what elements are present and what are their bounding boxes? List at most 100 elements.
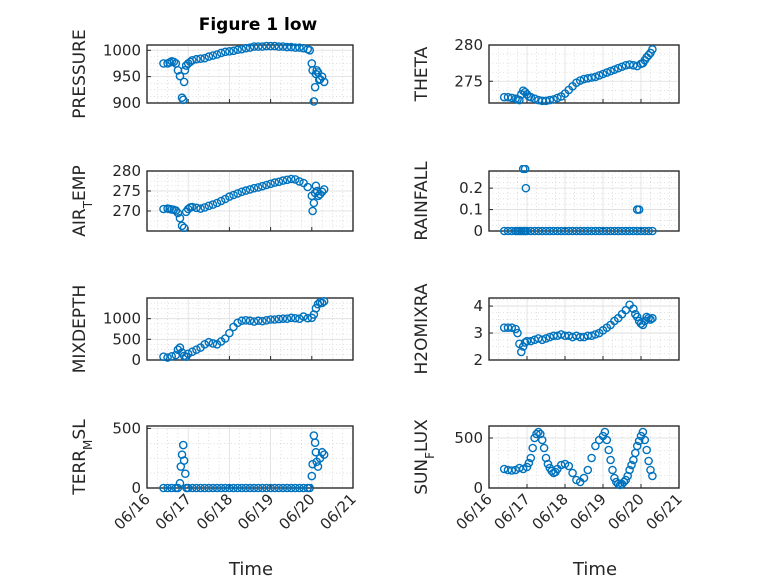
series-markers	[159, 297, 329, 362]
data-point	[591, 330, 600, 339]
subplot-grid: 900 950 1000 PRESSURE 275 280 THETA 270 275 280 AI…	[70, 29, 686, 533]
y-tick-label: 0	[473, 479, 483, 497]
y-tick-label: 0	[131, 351, 141, 369]
data-point	[613, 63, 623, 73]
data-point	[286, 483, 296, 493]
y-tick-label: 1000	[103, 41, 141, 59]
axes-box	[488, 170, 680, 232]
data-point	[169, 57, 179, 67]
data-point	[305, 483, 315, 493]
x-tick-label: 06/17	[491, 490, 534, 533]
data-point	[638, 320, 648, 330]
data-point	[225, 47, 234, 56]
data-point	[249, 483, 259, 493]
y-tick-label: 3	[473, 324, 483, 342]
data-point	[291, 483, 300, 493]
data-point	[610, 65, 619, 74]
data-point	[266, 179, 275, 189]
data-point	[282, 42, 292, 52]
data-point	[274, 177, 284, 187]
data-point	[539, 443, 549, 453]
data-point	[644, 50, 653, 60]
data-point	[216, 196, 226, 206]
data-point	[179, 77, 189, 87]
data-point	[537, 435, 547, 445]
axes-border	[488, 425, 680, 489]
x-tick-label: 06/17	[152, 490, 195, 533]
data-point	[317, 298, 327, 308]
data-point	[270, 178, 280, 187]
data-point	[253, 483, 263, 493]
axes-border	[488, 44, 680, 104]
data-point	[547, 466, 557, 476]
subplot-air: 270 275 280 AIRTEMP	[70, 162, 354, 237]
data-point	[286, 313, 296, 323]
data-point	[167, 483, 177, 493]
data-point	[196, 54, 205, 64]
data-point	[163, 353, 172, 362]
data-point	[295, 314, 304, 323]
data-point	[583, 465, 593, 475]
data-point	[610, 473, 619, 483]
data-point	[319, 297, 329, 306]
data-point	[270, 483, 280, 493]
data-point	[266, 483, 275, 493]
y-tick-label: 900	[112, 94, 141, 112]
data-point	[646, 465, 655, 475]
data-point	[200, 53, 209, 63]
y-axis-label: THETA	[412, 46, 432, 102]
x-tick-label: 06/18	[193, 490, 236, 533]
data-point	[266, 41, 275, 51]
data-point	[171, 206, 181, 215]
data-point	[270, 41, 280, 51]
series-markers	[159, 41, 329, 106]
y-axis-label: MIXDEPTH	[70, 285, 90, 374]
y-axis-label: RAINFALL	[412, 161, 432, 241]
data-point	[648, 45, 657, 54]
data-point	[310, 82, 320, 92]
data-point	[180, 66, 190, 75]
data-point	[159, 483, 168, 493]
x-tick-label: 06/21	[317, 490, 360, 533]
x-tick-label: 06/20	[605, 490, 648, 533]
data-point	[245, 185, 255, 194]
data-point	[295, 43, 304, 52]
data-point	[173, 483, 183, 493]
figure-title: Figure 1 low	[199, 15, 318, 35]
subplot-mixdepth: 0 500 1000 MIXDEPTH	[70, 285, 354, 374]
series-markers	[499, 300, 657, 357]
data-point	[286, 42, 296, 52]
data-point	[249, 183, 259, 193]
data-point	[220, 47, 230, 57]
series-markers	[499, 165, 657, 236]
y-tick-label: 280	[112, 162, 141, 180]
data-point	[587, 453, 596, 463]
data-point	[220, 334, 230, 343]
subplot-terr: 050006/1606/1706/1806/1906/2006/21TERRMS…	[70, 419, 360, 534]
y-axis-label: TERRMSL	[70, 419, 95, 496]
data-point	[196, 204, 205, 213]
y-tick-label: 275	[454, 72, 483, 90]
data-point	[175, 343, 185, 352]
data-point	[163, 483, 172, 493]
data-point	[216, 48, 226, 58]
data-point	[181, 469, 190, 478]
data-point	[598, 69, 608, 79]
data-point	[319, 77, 329, 87]
y-tick-label: 280	[454, 36, 483, 54]
y-tick-label: 950	[112, 68, 141, 86]
data-point	[311, 447, 321, 457]
data-point	[299, 312, 308, 321]
data-point	[204, 201, 214, 211]
data-point	[159, 59, 168, 68]
data-point	[575, 76, 585, 85]
y-tick-label: 1000	[103, 310, 141, 328]
data-point	[591, 72, 600, 82]
data-point	[229, 483, 238, 493]
data-point	[233, 483, 242, 493]
data-point	[319, 185, 329, 194]
data-point	[200, 483, 209, 493]
data-point	[621, 475, 631, 485]
data-point	[233, 45, 242, 55]
data-point	[175, 71, 185, 81]
